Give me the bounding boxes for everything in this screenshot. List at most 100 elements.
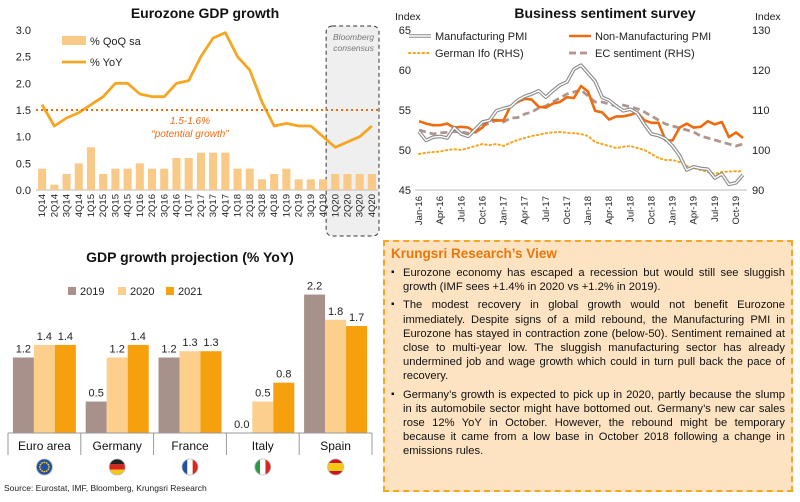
flag-star [41, 462, 43, 464]
chart2-ytick-left: 65 [399, 25, 411, 37]
flag-outline [36, 458, 53, 476]
potential-growth-label-2: “potential growth” [151, 129, 229, 140]
projection-bar [304, 294, 326, 433]
flag-field [36, 459, 53, 475]
projection-bar [158, 357, 180, 433]
chart2-legend-label: EC sentiment (RHS) [595, 48, 695, 60]
chart1-xtick: 4Q16 [171, 194, 182, 217]
chart1-xtick: 4Q15 [123, 194, 134, 217]
chart1-xtick: 2Q19 [294, 194, 305, 217]
projection-bar [346, 326, 368, 433]
qoq-bar [184, 158, 193, 190]
flag-stripe [327, 463, 344, 471]
chart1-xtick: 4Q20 [367, 194, 378, 217]
qoq-bar [282, 168, 291, 190]
potential-growth-label-1: 1.5-1.6% [170, 116, 210, 127]
chart2-left-axis-label: Index [395, 11, 421, 23]
chart3-category-label: Italy [252, 439, 274, 453]
projection-bar-label: 0.5 [89, 388, 104, 400]
research-view-box: Krungsri Research’s View Eurozone econom… [383, 240, 793, 492]
projection-bar-label: 0.0 [234, 419, 249, 431]
chart1-xtick: 4Q18 [269, 194, 280, 217]
projection-bar [12, 357, 34, 433]
projection-bar-label: 1.3 [203, 337, 218, 349]
projection-bar [252, 401, 274, 433]
chart2-ytick-right: 130 [752, 25, 770, 37]
italy-flag-icon [254, 459, 271, 475]
legend-label-2019: 2019 [80, 286, 104, 298]
chart2-xtick: Jul-19 [710, 196, 721, 222]
legend-swatch-2020 [118, 287, 126, 295]
projection-bar-label: 1.2 [16, 344, 31, 356]
projection-bar [127, 344, 149, 433]
chart2-legend-label: German Ifo (RHS) [435, 48, 524, 60]
chart2-xtick: Jul-16 [456, 196, 467, 222]
forecast-label-2: consensus [333, 43, 374, 53]
view-bullet-1: Eurozone economy has escaped a recession… [391, 266, 785, 294]
chart1-xtick: 2Q14 [49, 194, 60, 217]
legend-label-2021: 2021 [178, 286, 202, 298]
legend-label-2020: 2020 [130, 286, 154, 298]
projection-bar-label: 0.5 [255, 388, 270, 400]
chart1-xtick: 4Q17 [220, 194, 231, 217]
flag-stripe [192, 459, 198, 475]
chart1-xtick: 3Q18 [257, 194, 268, 217]
chart2-xtick: Jan-18 [583, 196, 594, 225]
chart1-xtick: 1Q19 [281, 194, 292, 217]
chart2-xtick: Oct-19 [731, 196, 742, 225]
flag-star [39, 468, 42, 471]
projection-bar-label: 1.3 [182, 337, 197, 349]
flag-star [45, 462, 48, 464]
chart3-category-label: France [171, 439, 209, 453]
chart2-title: Business sentiment survey [514, 5, 696, 21]
chart1-xtick: 3Q20 [355, 194, 366, 217]
chart1-xtick: 1Q17 [184, 194, 195, 217]
chart1-ytick: 3.0 [16, 25, 31, 37]
chart1-xtick: 2Q16 [147, 194, 158, 217]
chart2-ytick-left: 45 [399, 185, 411, 197]
german-ifo-rhs-line [418, 130, 744, 176]
qoq-bar [111, 168, 120, 190]
projection-bar [106, 357, 128, 433]
chart2-xtick: Jan-17 [499, 196, 510, 225]
chart3-category-label: Spain [320, 439, 351, 453]
chart1-xtick: 3Q15 [110, 194, 121, 217]
qoq-bar [257, 179, 266, 190]
chart2-legend-label: Non-Manufacturing PMI [595, 31, 711, 43]
qoq-bar [196, 152, 205, 190]
projection-bar [200, 351, 222, 433]
chart1-ytick: 2.0 [16, 78, 31, 90]
qoq-bar [355, 174, 364, 190]
source-note: Source: Eurostat, IMF, Bloomberg, Krungs… [4, 483, 207, 493]
flag-outline [108, 458, 126, 476]
chart1-xtick: 2Q20 [342, 194, 353, 217]
forecast-label-1: Bloomberg [333, 32, 374, 42]
flag-outline [181, 458, 199, 476]
qoq-bar [62, 174, 71, 190]
projection-bar-label: 1.4 [131, 331, 146, 343]
chart3-category-label: Euro area [18, 439, 71, 453]
qoq-bar [367, 174, 376, 190]
projection-bar [179, 351, 201, 433]
france-flag-icon [182, 459, 198, 475]
chart1-ytick: 0.0 [16, 185, 31, 197]
view-bullet-3: Germany’s growth is expected to pick up … [391, 388, 785, 459]
chart2-xtick: Apr-19 [689, 196, 700, 225]
manufacturing-pmi-line-inner [418, 64, 744, 186]
flag-star [43, 470, 46, 473]
flag-star [47, 468, 50, 471]
projection-bar-label: 1.4 [37, 331, 52, 343]
chart1-xtick: 1Q20 [330, 194, 341, 217]
forecast-box [325, 25, 380, 237]
chart2-xtick: Jul-17 [541, 196, 552, 222]
chart2-ytick-right: 110 [752, 105, 770, 117]
flag-stripe [254, 459, 261, 475]
projection-bar [325, 319, 347, 433]
flag-stripe [187, 459, 193, 475]
spain-flag-icon [327, 459, 344, 475]
chart1-xtick: 2Q17 [196, 194, 207, 217]
qoq-bar [160, 168, 169, 190]
projection-bar-label: 0.8 [276, 369, 291, 381]
flag-star [39, 463, 42, 466]
